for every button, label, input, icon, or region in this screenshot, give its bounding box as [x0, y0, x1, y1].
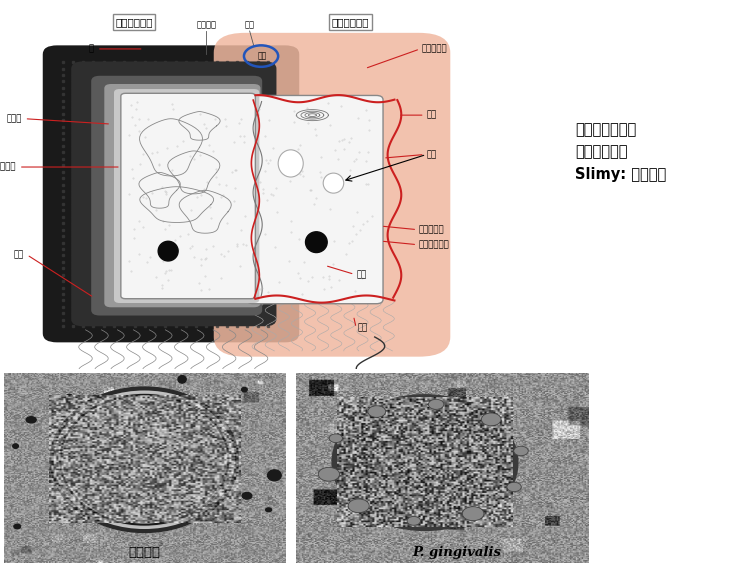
FancyBboxPatch shape — [104, 84, 260, 307]
Text: 鷨毛: 鷨毛 — [358, 324, 368, 332]
FancyBboxPatch shape — [214, 33, 450, 357]
Text: リボソーム: リボソーム — [419, 225, 445, 234]
Text: 菝膜: 菝膜 — [257, 52, 267, 61]
Ellipse shape — [13, 524, 20, 529]
Text: グラム陰性菌: グラム陰性菌 — [332, 17, 369, 27]
Text: 鷨毛: 鷨毛 — [13, 250, 24, 259]
Ellipse shape — [407, 516, 421, 525]
Ellipse shape — [242, 387, 248, 392]
Ellipse shape — [278, 150, 303, 177]
FancyBboxPatch shape — [71, 61, 277, 326]
Ellipse shape — [158, 241, 178, 261]
Ellipse shape — [462, 507, 484, 521]
Ellipse shape — [266, 508, 272, 512]
Text: 細胞質膜: 細胞質膜 — [0, 162, 16, 172]
Ellipse shape — [305, 232, 327, 253]
FancyBboxPatch shape — [92, 76, 262, 316]
Ellipse shape — [63, 397, 226, 523]
Text: 空胞: 空胞 — [426, 150, 436, 159]
Text: 細胞質膜: 細胞質膜 — [196, 20, 216, 29]
Ellipse shape — [348, 499, 369, 513]
Text: P. gingivalis: P. gingivalis — [413, 546, 502, 559]
Ellipse shape — [65, 394, 74, 402]
FancyBboxPatch shape — [114, 89, 260, 303]
Ellipse shape — [318, 467, 340, 481]
Text: 内膜: 内膜 — [244, 20, 255, 29]
Ellipse shape — [268, 470, 281, 481]
FancyBboxPatch shape — [43, 45, 299, 343]
Text: メソソーム: メソソーム — [422, 44, 448, 53]
Ellipse shape — [178, 375, 186, 383]
Ellipse shape — [338, 398, 513, 527]
Text: 外膜: 外膜 — [426, 111, 436, 120]
Ellipse shape — [514, 446, 528, 456]
Ellipse shape — [332, 394, 518, 531]
Ellipse shape — [57, 392, 232, 527]
Ellipse shape — [13, 444, 19, 448]
Ellipse shape — [329, 434, 343, 442]
Ellipse shape — [26, 417, 36, 423]
FancyBboxPatch shape — [247, 95, 383, 304]
FancyBboxPatch shape — [121, 93, 255, 299]
Ellipse shape — [368, 406, 386, 417]
Ellipse shape — [323, 173, 344, 193]
Ellipse shape — [242, 492, 252, 499]
Text: 好気性菌: 好気性菌 — [128, 546, 160, 559]
Ellipse shape — [482, 413, 501, 426]
Ellipse shape — [49, 386, 240, 533]
Text: ペリプラスム: ペリプラスム — [419, 240, 450, 249]
Ellipse shape — [428, 399, 444, 410]
Ellipse shape — [94, 513, 101, 521]
Text: 核: 核 — [89, 44, 94, 53]
Text: グラム陽性菌: グラム陽性菌 — [116, 17, 153, 27]
Text: 細胞壁: 細胞壁 — [6, 114, 22, 123]
Ellipse shape — [507, 482, 521, 492]
Text: グラム陰性嫌気
性菌の特徴は
Slimy: ネトネト: グラム陰性嫌気 性菌の特徴は Slimy: ネトネト — [575, 122, 667, 182]
Text: 顧粒: 顧粒 — [356, 270, 367, 279]
